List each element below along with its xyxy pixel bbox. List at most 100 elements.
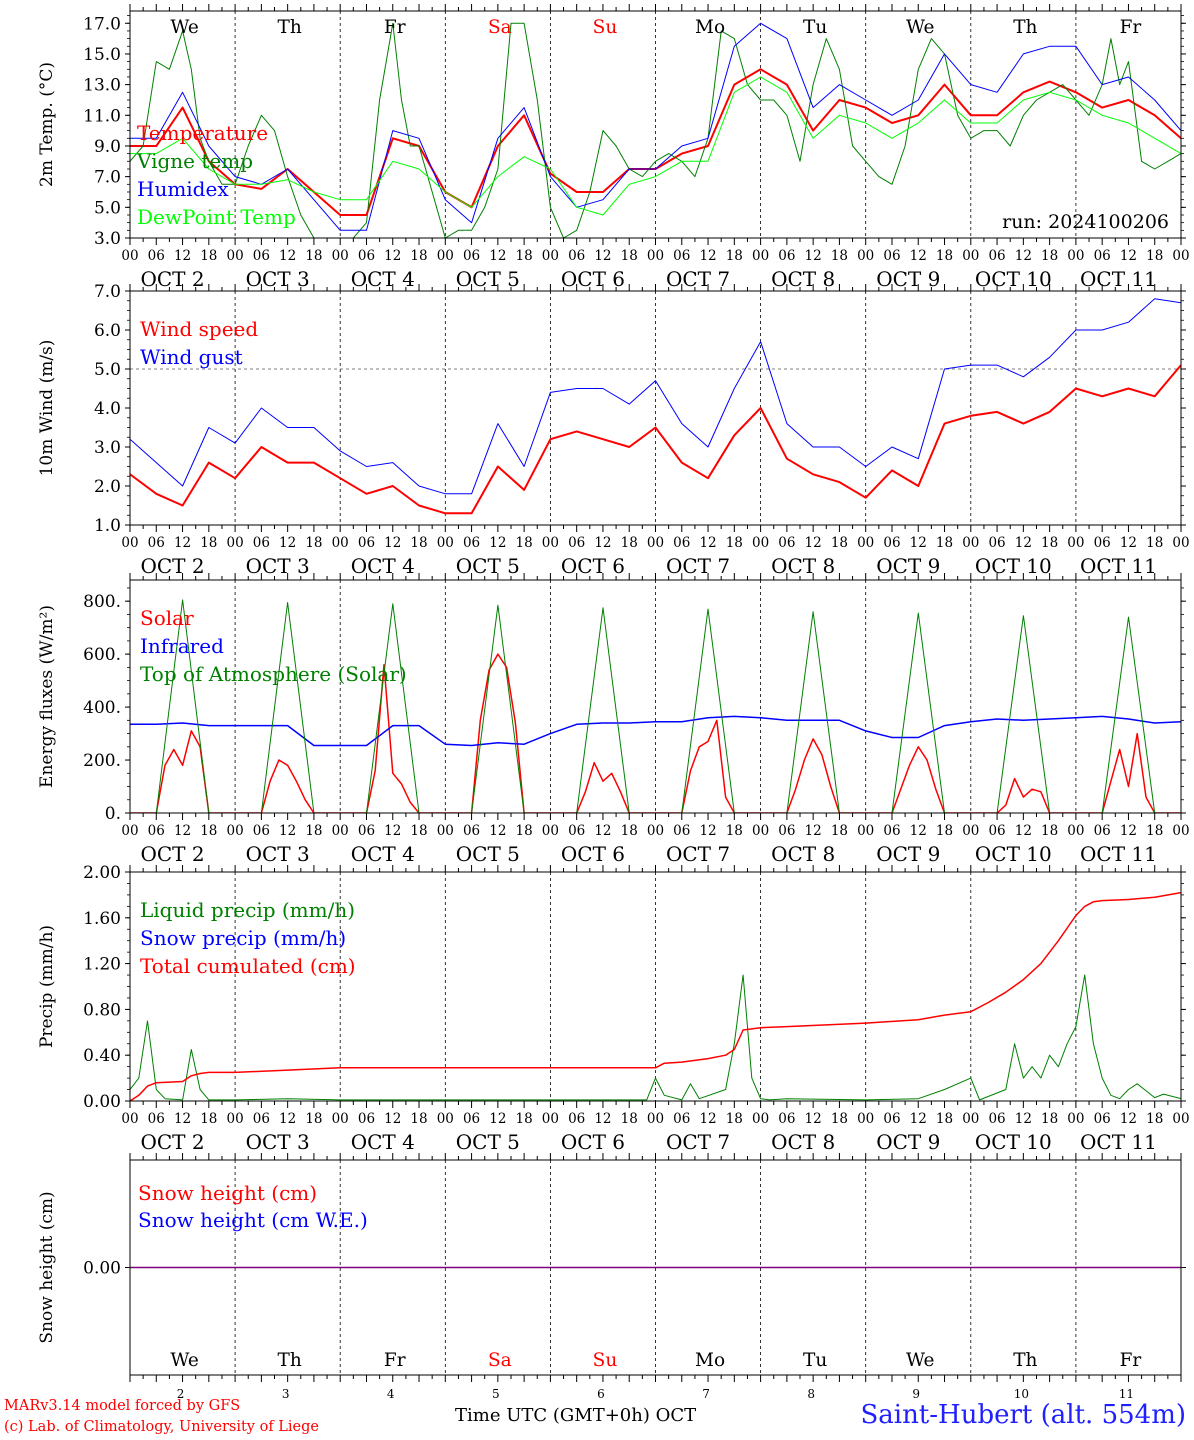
- x-hour-label: 06: [673, 535, 690, 551]
- weekday-label: We: [906, 17, 935, 38]
- x-hour-label: 00: [121, 1111, 138, 1127]
- x-day-number: 3: [282, 1387, 290, 1401]
- x-hour-label: 06: [988, 248, 1005, 264]
- x-hour-label: 00: [1067, 1111, 1084, 1127]
- x-hour-label: 12: [279, 1111, 296, 1127]
- x-date-label: OCT 5: [456, 1130, 520, 1154]
- x-hour-label: 12: [1120, 1111, 1137, 1127]
- x-hour-label: 18: [726, 535, 743, 551]
- x-hour-label: 18: [410, 535, 427, 551]
- x-hour-label: 06: [883, 823, 900, 839]
- x-hour-label: 18: [1041, 823, 1058, 839]
- x-date-label: OCT 8: [771, 842, 835, 866]
- x-hour-label: 00: [962, 248, 979, 264]
- series-line-2: [130, 298, 1181, 495]
- legend-label: Temperature: [137, 121, 268, 145]
- x-date-label: OCT 10: [975, 1130, 1052, 1154]
- x-hour-label: 12: [1015, 823, 1032, 839]
- y-tick-label: 3.0: [94, 229, 121, 249]
- x-hour-label: 06: [778, 823, 795, 839]
- x-hour-label: 18: [936, 535, 953, 551]
- x-date-label: OCT 4: [351, 554, 415, 578]
- x-date-label: OCT 11: [1080, 267, 1157, 291]
- x-hour-label: 06: [463, 823, 480, 839]
- x-day-number: 10: [1014, 1387, 1029, 1401]
- x-hour-label: 12: [1015, 1111, 1032, 1127]
- x-hour-label: 18: [305, 248, 322, 264]
- x-date-label: OCT 10: [975, 267, 1052, 291]
- weekday-label: Th: [278, 17, 302, 38]
- y-axis-label: 10m Wind (m/s): [37, 340, 57, 477]
- x-hour-label: 12: [174, 1111, 191, 1127]
- legend-label: Snow height (cm W.E.): [138, 1208, 368, 1232]
- legend-label: Top of Atmosphere (Solar): [140, 662, 407, 686]
- x-hour-label: 18: [936, 823, 953, 839]
- x-hour-label: 06: [673, 248, 690, 264]
- x-date-label: OCT 7: [666, 1130, 730, 1154]
- x-hour-label: 18: [200, 248, 217, 264]
- x-hour-label: 12: [594, 823, 611, 839]
- x-hour-label: 18: [621, 535, 638, 551]
- x-hour-label: 00: [857, 1111, 874, 1127]
- chart-panel-5: 0.00 Snow height (cm) 2 3 4 5 6 7 8 9 10 11 We Th Fr Sa…: [37, 1153, 1186, 1401]
- y-tick-label: 1.20: [83, 955, 121, 975]
- y-tick-label: 6.0: [94, 321, 121, 341]
- x-hour-label: 00: [542, 535, 559, 551]
- x-hour-label: 00: [121, 535, 138, 551]
- x-hour-label: 06: [778, 535, 795, 551]
- y-tick-label: 2.00: [83, 863, 121, 883]
- x-hour-label: 06: [568, 823, 585, 839]
- x-date-label: OCT 9: [876, 267, 940, 291]
- x-date-label: OCT 6: [561, 554, 625, 578]
- y-tick-label: 1.0: [94, 516, 121, 536]
- x-hour-label: 06: [568, 535, 585, 551]
- x-hour-label: 12: [384, 1111, 401, 1127]
- weekday-label: Su: [593, 1350, 618, 1371]
- x-hour-label: 18: [516, 535, 533, 551]
- x-day-number: 11: [1119, 1387, 1134, 1401]
- x-hour-label: 18: [200, 1111, 217, 1127]
- weekday-label: Mo: [695, 1350, 725, 1371]
- x-hour-label: 06: [988, 823, 1005, 839]
- x-hour-label: 06: [148, 1111, 165, 1127]
- x-hour-label: 12: [699, 823, 716, 839]
- x-date-label: OCT 4: [351, 842, 415, 866]
- x-hour-label: 18: [621, 823, 638, 839]
- weekday-label: Tu: [803, 1350, 827, 1371]
- x-hour-label: 00: [332, 248, 349, 264]
- weekday-label: Th: [1013, 17, 1037, 38]
- x-hour-label: 18: [936, 1111, 953, 1127]
- x-hour-label: 00: [752, 823, 769, 839]
- x-hour-label: 12: [1120, 248, 1137, 264]
- x-hour-label: 18: [1146, 823, 1163, 839]
- y-axis-label: 2m Temp. (°C): [37, 62, 57, 187]
- weekday-label: Fr: [1120, 17, 1142, 38]
- weekday-label: Sa: [488, 1350, 512, 1371]
- x-hour-label: 18: [726, 1111, 743, 1127]
- x-hour-label: 18: [726, 823, 743, 839]
- y-tick-label: 1.60: [83, 909, 121, 929]
- weekday-label: Tu: [803, 17, 827, 38]
- x-date-label: OCT 3: [246, 1130, 310, 1154]
- x-hour-label: 06: [463, 248, 480, 264]
- series-line-3: [130, 599, 1181, 813]
- x-hour-label: 00: [752, 248, 769, 264]
- weekday-label: Fr: [384, 1350, 406, 1371]
- x-hour-label: 00: [542, 1111, 559, 1127]
- x-date-label: OCT 6: [561, 842, 625, 866]
- y-tick-label: 7.0: [94, 168, 121, 188]
- x-hour-label: 18: [831, 248, 848, 264]
- x-date-label: OCT 3: [246, 267, 310, 291]
- x-hour-label: 18: [1041, 1111, 1058, 1127]
- x-hour-label: 00: [962, 823, 979, 839]
- y-tick-label: 11.0: [83, 106, 121, 126]
- x-hour-label: 18: [410, 248, 427, 264]
- x-hour-label: 12: [1120, 535, 1137, 551]
- y-tick-label: 2.0: [94, 477, 121, 497]
- y-tick-label: 800.: [83, 592, 121, 612]
- x-hour-label: 12: [910, 823, 927, 839]
- x-hour-label: 18: [621, 1111, 638, 1127]
- x-hour-label: 00: [647, 1111, 664, 1127]
- x-hour-label: 06: [1094, 535, 1111, 551]
